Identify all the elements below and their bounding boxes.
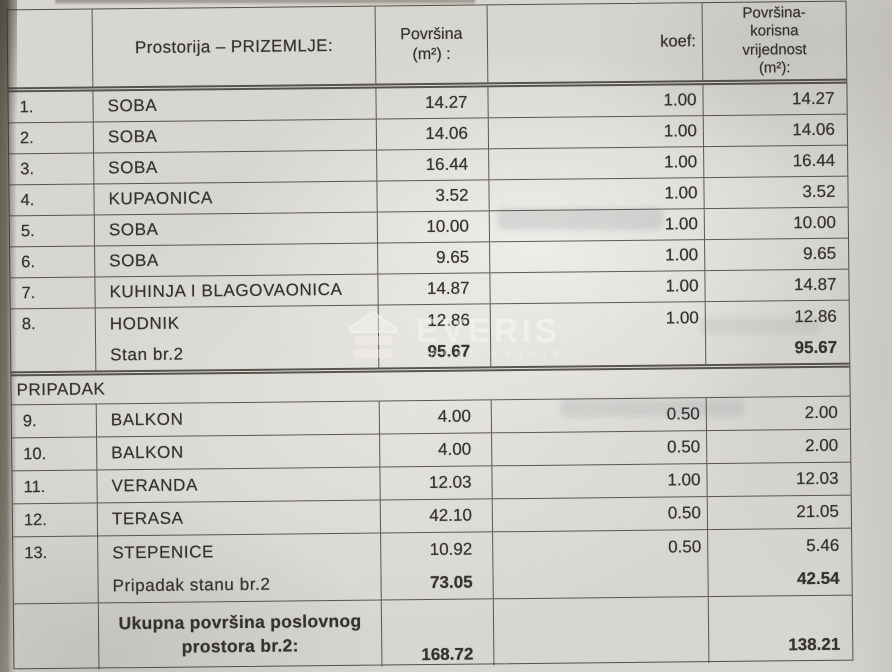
- cell-area: 12.03: [380, 466, 493, 500]
- cell-room-name: SOBA: [95, 243, 379, 277]
- cell-koef: 1.00: [489, 178, 705, 211]
- header-useful: Površina- korisna vrijednost (m²):: [742, 3, 807, 77]
- cell-room-name: SOBA: [93, 119, 378, 153]
- cell-room-name: KUPAONICA: [94, 181, 378, 215]
- cell-area: 3.52: [377, 180, 490, 212]
- cell-room-name: KUHINJA I BLAGOVAONICA: [95, 274, 379, 308]
- cell-area: 9.65: [378, 242, 491, 274]
- cell-area: 14.06: [376, 118, 490, 150]
- cell-number: 5.: [9, 215, 96, 247]
- cell-useful: 14.06: [792, 119, 835, 140]
- cell-koef: 1.00: [489, 147, 705, 180]
- cell-area: 4.00: [379, 400, 493, 434]
- header-rooms: Prostorija – PRIZEMLJE:: [92, 6, 377, 87]
- ink-bleed-smudge: [700, 318, 820, 334]
- cell-area: 42.10: [380, 499, 494, 533]
- stan-summary-useful: 95.67: [794, 337, 838, 357]
- cell-area: 14.87: [378, 273, 491, 305]
- cell-area: 12.86: [378, 304, 492, 337]
- stan-summary-area: 95.67: [379, 335, 492, 368]
- cell-koef: 0.50: [493, 530, 709, 566]
- cell-room-name: SOBA: [94, 150, 378, 184]
- pripadak-summary-area: 73.05: [381, 565, 494, 600]
- cell-koef: 1.00: [492, 464, 708, 499]
- ink-bleed-smudge: [560, 399, 745, 417]
- cell-koef: 1.00: [490, 240, 706, 273]
- cell-room-name: HODNIK: [95, 305, 380, 340]
- header-area: Površina (m²) :: [375, 5, 489, 84]
- scan-edge-left: [0, 0, 17, 672]
- header-area-line2: (m²) :: [412, 45, 451, 63]
- total-label: Ukupna površina poslovnog prostora br.2:: [98, 600, 383, 670]
- cell-room-name: BALKON: [96, 401, 381, 437]
- total-useful: 138.21: [788, 634, 841, 655]
- cell-useful: 12.03: [795, 468, 839, 489]
- area-table: Prostorija – PRIZEMLJE: Površina (m²) : …: [6, 0, 854, 671]
- cell-number: 13.: [13, 536, 99, 571]
- cell-number: 4.: [9, 184, 95, 216]
- cell-number: 6.: [10, 246, 96, 278]
- stan-summary-label: Stan br.2: [96, 336, 380, 371]
- cell-useful: 2.00: [804, 435, 839, 456]
- cell-koef: 1.00: [488, 85, 704, 118]
- cell-useful: 10.00: [793, 212, 836, 233]
- cell-number: 11.: [12, 470, 98, 504]
- cell-number: 1.: [8, 91, 94, 123]
- cell-number: 2.: [8, 122, 95, 154]
- cell-room-name: SOBA: [93, 88, 377, 122]
- cell-useful: 9.65: [802, 243, 837, 264]
- cell-useful: 21.05: [796, 501, 839, 522]
- cell-koef: 1.00: [488, 116, 705, 149]
- cell-room-name: TERASA: [97, 500, 382, 536]
- scan-edge-top: [55, 0, 475, 5]
- cell-number: 10.: [12, 437, 98, 471]
- cell-number: 9.: [11, 404, 98, 438]
- pripadak-summary-label: Pripadak stanu br.2: [98, 566, 382, 603]
- ground-floor-rows: 1. SOBA 14.27 1.00 14.27 2. SOBA 14.06 1.00 14.06…: [8, 83, 849, 341]
- cell-koef: 1.00: [490, 302, 706, 336]
- cell-useful: 5.46: [806, 535, 840, 555]
- total-row: Ukupna površina poslovnog prostora br.2:…: [13, 596, 853, 671]
- cell-number: 3.: [9, 153, 95, 185]
- cell-koef: 1.00: [490, 271, 706, 304]
- cell-useful: 3.52: [802, 181, 836, 202]
- header-area-line1: Površina: [400, 25, 463, 43]
- cell-number: 8.: [10, 308, 97, 341]
- cell-room-name: VERANDA: [97, 467, 381, 503]
- header-number-cell: [7, 9, 94, 88]
- pripadak-rows: 9. BALKON 4.00 0.50 2.00 10. BALKON 4.00 0.50 2.0…: [11, 396, 852, 571]
- cell-area: 10.92: [381, 532, 494, 567]
- total-area: 168.72: [381, 599, 495, 667]
- ink-bleed-smudge: [498, 208, 663, 230]
- cell-koef: 0.50: [492, 497, 709, 532]
- cell-useful: 14.27: [791, 88, 835, 109]
- pripadak-summary-useful: 42.54: [796, 568, 840, 588]
- cell-useful: 14.87: [793, 274, 837, 295]
- cell-room-name: STEPENICE: [98, 533, 382, 570]
- cell-area: 10.00: [377, 211, 491, 243]
- table-header-row: Prostorija – PRIZEMLJE: Površina (m²) : …: [7, 1, 847, 93]
- cell-koef: 0.50: [492, 431, 708, 466]
- cell-number: 12.: [12, 503, 99, 537]
- cell-area: 14.27: [376, 87, 489, 119]
- cell-useful: 16.44: [792, 150, 836, 171]
- cell-area: 4.00: [380, 433, 493, 467]
- cell-number: 7.: [10, 277, 96, 309]
- cell-room-name: SOBA: [94, 212, 379, 246]
- cell-room-name: BALKON: [97, 434, 381, 470]
- cell-area: 16.44: [377, 149, 490, 181]
- header-koef: koef:: [487, 3, 704, 83]
